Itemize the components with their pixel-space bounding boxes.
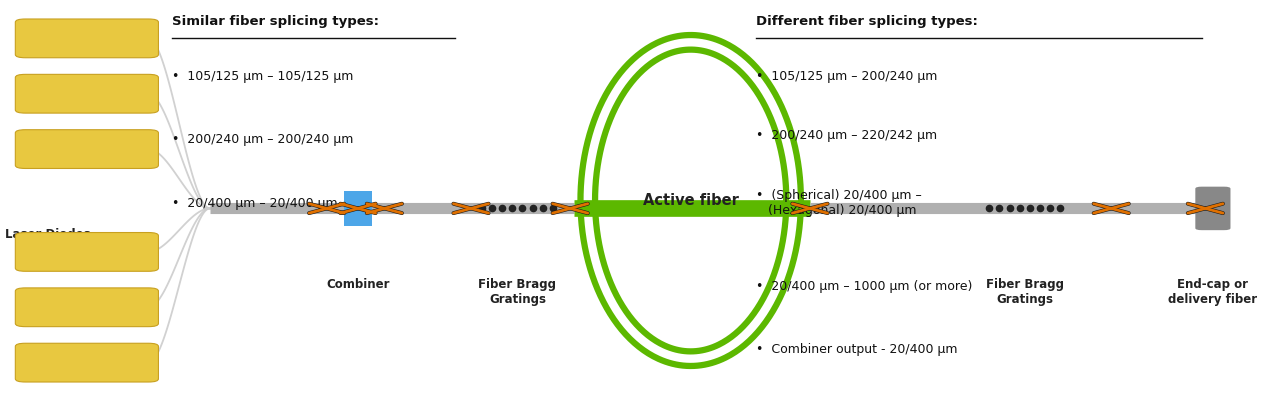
Text: Active fiber: Active fiber bbox=[643, 193, 739, 208]
Text: •  105/125 μm – 105/125 μm: • 105/125 μm – 105/125 μm bbox=[173, 70, 353, 83]
Text: Fiber Bragg
Gratings: Fiber Bragg Gratings bbox=[986, 277, 1063, 306]
Text: •  (Spherical) 20/400 μm –
   (Hexagonal) 20/400 μm: • (Spherical) 20/400 μm – (Hexagonal) 20… bbox=[756, 188, 922, 217]
FancyBboxPatch shape bbox=[15, 74, 159, 113]
Text: •  200/240 μm – 200/240 μm: • 200/240 μm – 200/240 μm bbox=[173, 133, 353, 146]
FancyBboxPatch shape bbox=[15, 343, 159, 382]
FancyBboxPatch shape bbox=[15, 130, 159, 168]
Text: •  20/400 μm – 20/400 μm: • 20/400 μm – 20/400 μm bbox=[173, 196, 338, 210]
Text: •  105/125 μm – 200/240 μm: • 105/125 μm – 200/240 μm bbox=[756, 70, 937, 83]
Text: •  Combiner output - 20/400 μm: • Combiner output - 20/400 μm bbox=[756, 343, 958, 356]
Text: End-cap or
delivery fiber: End-cap or delivery fiber bbox=[1168, 277, 1257, 306]
Text: Similar fiber splicing types:: Similar fiber splicing types: bbox=[173, 15, 380, 28]
Text: Fiber Bragg
Gratings: Fiber Bragg Gratings bbox=[479, 277, 556, 306]
Text: •  20/400 μm – 1000 μm (or more): • 20/400 μm – 1000 μm (or more) bbox=[756, 279, 973, 293]
Text: Combiner: Combiner bbox=[326, 277, 390, 291]
FancyBboxPatch shape bbox=[15, 233, 159, 271]
Text: •  200/240 μm – 220/242 μm: • 200/240 μm – 220/242 μm bbox=[756, 129, 937, 142]
FancyBboxPatch shape bbox=[1195, 186, 1231, 230]
FancyBboxPatch shape bbox=[15, 19, 159, 58]
Text: Different fiber splicing types:: Different fiber splicing types: bbox=[756, 15, 978, 28]
Text: Laser Diodes: Laser Diodes bbox=[5, 228, 91, 241]
FancyBboxPatch shape bbox=[344, 190, 372, 226]
FancyBboxPatch shape bbox=[15, 288, 159, 327]
